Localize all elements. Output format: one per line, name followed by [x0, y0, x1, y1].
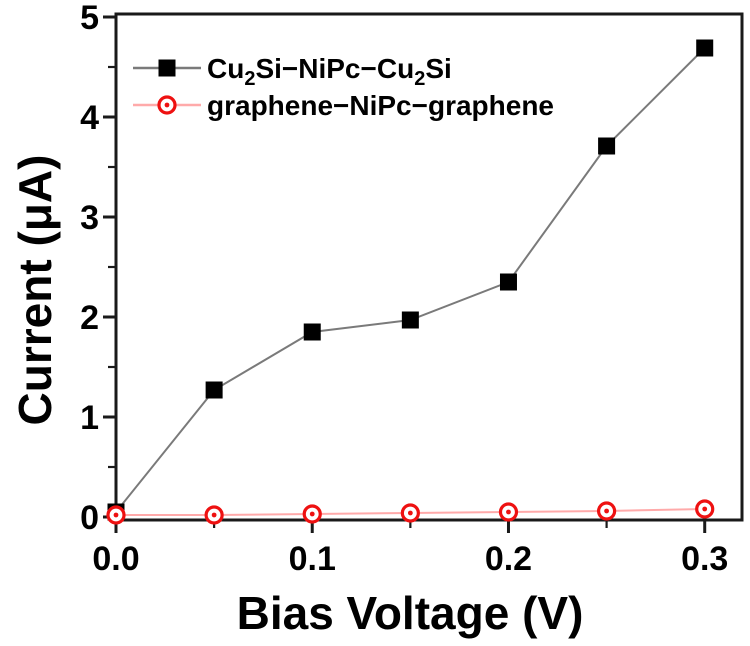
series-1: [106, 499, 715, 525]
marker-center-dot: [164, 102, 170, 108]
y-tick-label: 1: [80, 399, 99, 437]
y-axis-title: Current (μA): [9, 154, 61, 426]
x-tick-label: 0.2: [485, 540, 532, 578]
x-tick-label: 0.1: [289, 540, 336, 578]
marker-center-dot: [407, 510, 413, 516]
marker-square: [158, 59, 176, 77]
marker-square: [401, 311, 419, 329]
x-axis-title: Bias Voltage (V): [236, 587, 584, 639]
axis-ticks: 0.0 0.1 0.2 0.3 0 1 2 3 4 5: [80, 0, 728, 578]
marker-square: [696, 39, 714, 57]
marker-square: [598, 137, 616, 155]
y-tick-label: 5: [80, 0, 99, 37]
marker-center-dot: [309, 511, 315, 517]
marker-square: [499, 273, 517, 291]
marker-center-dot: [211, 512, 217, 518]
marker-center-dot: [702, 506, 708, 512]
marker-center-dot: [506, 509, 511, 515]
x-tick-label: 0.3: [681, 540, 728, 578]
x-tick-label: 0.0: [92, 540, 139, 578]
y-tick-label: 0: [80, 499, 99, 537]
legend-label: Cu2Si−NiPc−Cu2Si: [207, 53, 452, 90]
y-tick-label: 2: [80, 299, 99, 337]
y-tick-label: 4: [80, 99, 99, 137]
marker-square: [205, 381, 223, 399]
marker-center-dot: [113, 512, 119, 518]
marker-square: [303, 323, 321, 341]
legend-label: graphene−NiPc−graphene: [207, 90, 554, 121]
marker-center-dot: [604, 508, 609, 514]
y-tick-label: 3: [80, 199, 99, 237]
